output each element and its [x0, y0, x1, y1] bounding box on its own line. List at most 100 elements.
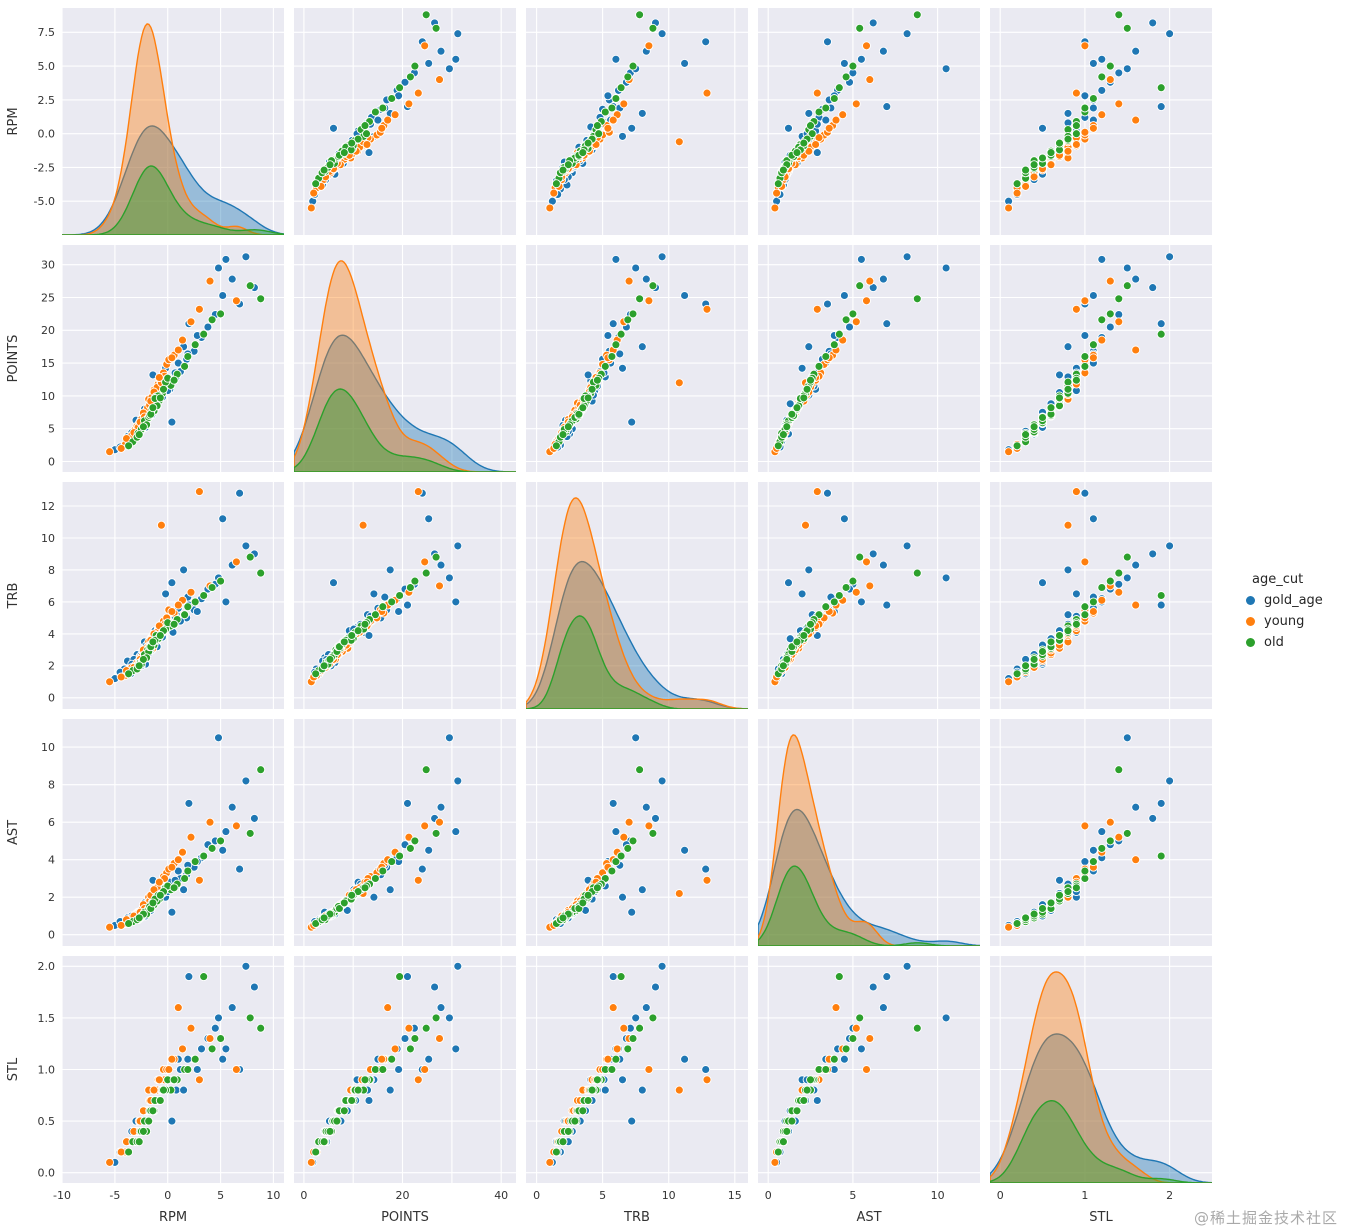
y-tick-label: 20 [41, 324, 55, 337]
kde-old [294, 388, 516, 472]
panel-STL-vs-STL [990, 956, 1212, 1183]
y-tick-label: 6 [48, 816, 55, 829]
y-tick-label: 6 [48, 596, 55, 609]
panel-AST-vs-STL [990, 719, 1212, 946]
panel-AST-vs-AST [758, 719, 980, 946]
series-old [551, 765, 658, 928]
series-old [1012, 552, 1166, 679]
panel-STL-vs-RPM [61, 956, 284, 1183]
x-tick-label: 15 [728, 1189, 742, 1202]
panel-POINTS-vs-TRB [526, 245, 748, 472]
x-tick-label: -10 [53, 1189, 71, 1202]
y-tick-label: 0.0 [38, 1167, 56, 1180]
panel-RPM-vs-STL [990, 8, 1212, 235]
x-axis-label-POINTS: POINTS [381, 1210, 429, 1225]
y-tick-label: 5 [48, 423, 55, 436]
panel-TRB-vs-STL [990, 482, 1212, 709]
series-old [124, 972, 266, 1157]
x-tick-label: 0 [997, 1189, 1004, 1202]
y-tick-label: -2.5 [34, 161, 55, 174]
y-tick-label: 2 [48, 891, 55, 904]
x-axis-label-RPM: RPM [159, 1210, 187, 1225]
series-old [311, 10, 441, 189]
x-tick-label: 10 [662, 1189, 676, 1202]
x-tick-label: 40 [494, 1189, 508, 1202]
kde-gold_age [526, 560, 748, 709]
panel-STL-vs-TRB [526, 956, 748, 1183]
kde-gold_age [990, 1033, 1212, 1183]
panel-TRB-vs-RPM [61, 482, 284, 709]
legend-item-young: young [1240, 611, 1323, 632]
y-tick-label: 10 [41, 741, 55, 754]
series-old [311, 765, 441, 928]
legend-item-old: old [1240, 632, 1323, 653]
series-old [773, 552, 922, 679]
panel-POINTS-vs-RPM [61, 245, 284, 472]
series-old [1012, 281, 1166, 451]
kde-gold_age [758, 808, 980, 946]
panel-RPM-vs-POINTS [294, 8, 516, 235]
series-old [1012, 765, 1166, 928]
y-tick-label: 30 [41, 259, 55, 272]
series-old [551, 281, 658, 451]
series-old [311, 552, 441, 679]
x-tick-label: -5 [109, 1189, 120, 1202]
y-axis-label-POINTS: POINTS [6, 335, 21, 383]
y-tick-label: 25 [41, 291, 55, 304]
x-axis-label-AST: AST [856, 1210, 881, 1225]
x-tick-label: 10 [931, 1189, 945, 1202]
panel-TRB-vs-TRB [526, 482, 748, 709]
series-old [773, 281, 922, 451]
y-tick-label: 12 [41, 500, 55, 513]
x-axis-label-STL: STL [1089, 1210, 1113, 1225]
x-tick-label: 0 [300, 1189, 307, 1202]
y-tick-label: 1.0 [38, 1063, 56, 1076]
y-axis-label-STL: STL [6, 1057, 21, 1081]
kde-young [758, 734, 980, 946]
panel-STL-vs-AST [758, 956, 980, 1183]
x-tick-label: 0 [164, 1189, 171, 1202]
series-old [773, 10, 922, 189]
legend: age_cut gold_age young old [1240, 572, 1323, 653]
y-tick-label: 10 [41, 532, 55, 545]
x-tick-label: 5 [599, 1189, 606, 1202]
kde-young [62, 23, 284, 235]
panel-AST-vs-TRB [526, 719, 748, 946]
y-tick-label: 4 [48, 854, 55, 867]
kde-old [758, 865, 980, 946]
y-axis-label-RPM: RPM [6, 107, 21, 135]
x-tick-label: 2 [1166, 1189, 1173, 1202]
x-tick-label: 10 [266, 1189, 280, 1202]
panel-POINTS-vs-AST [758, 245, 980, 472]
y-tick-label: -5.0 [34, 195, 55, 208]
y-tick-label: 2.0 [38, 960, 56, 973]
y-tick-label: 7.5 [38, 26, 56, 39]
legend-item-label: gold_age [1264, 593, 1323, 608]
y-tick-label: 8 [48, 779, 55, 792]
kde-gold_age [294, 334, 516, 472]
kde-old [990, 1099, 1212, 1183]
x-tick-label: 0 [765, 1189, 772, 1202]
panel-POINTS-vs-POINTS [294, 245, 516, 472]
legend-marker-icon [1246, 638, 1255, 647]
panel-STL-vs-POINTS [294, 956, 516, 1183]
series-old [1012, 10, 1166, 189]
panel-RPM-vs-AST [758, 8, 980, 235]
y-tick-label: 15 [41, 357, 55, 370]
kde-young [526, 497, 748, 709]
legend-marker-icon [1246, 596, 1255, 605]
y-tick-label: 0 [48, 692, 55, 705]
series-old [124, 765, 266, 928]
panel-RPM-vs-RPM [61, 8, 284, 235]
y-tick-label: 10 [41, 390, 55, 403]
panel-TRB-vs-AST [758, 482, 980, 709]
panel-AST-vs-POINTS [294, 719, 516, 946]
legend-item-label: old [1264, 635, 1284, 650]
legend-item-label: young [1264, 614, 1305, 629]
y-tick-label: 1.5 [38, 1012, 56, 1025]
kde-old [526, 615, 748, 709]
y-tick-label: 2 [48, 660, 55, 673]
series-old [551, 10, 658, 189]
panel-TRB-vs-POINTS [294, 482, 516, 709]
